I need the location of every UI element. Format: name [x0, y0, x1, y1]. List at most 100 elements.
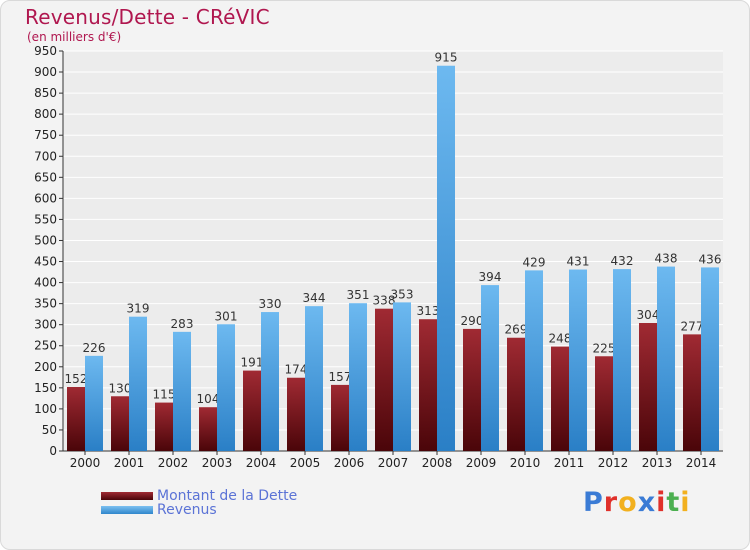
y-tick-label: 100	[34, 402, 57, 416]
x-tick-label: 2002	[158, 456, 189, 470]
data-label-debt: 130	[109, 381, 132, 395]
x-tick-label: 2008	[422, 456, 453, 470]
data-label-debt: 304	[637, 308, 660, 322]
y-tick-label: 350	[34, 297, 57, 311]
data-label-revenue: 283	[171, 317, 194, 331]
logo-letter: r	[603, 487, 619, 518]
logo-letter: x	[637, 487, 657, 518]
bar-revenue	[525, 270, 543, 451]
data-label-debt: 290	[461, 314, 484, 328]
bar-debt	[507, 337, 525, 451]
bar-debt	[551, 346, 569, 451]
data-label-revenue: 301	[215, 309, 238, 323]
bar-debt	[199, 407, 217, 451]
bar-revenue	[481, 285, 499, 451]
y-tick-label: 50	[42, 423, 57, 437]
x-tick-label: 2007	[378, 456, 409, 470]
y-tick-label: 0	[49, 444, 57, 458]
x-tick-label: 2001	[114, 456, 145, 470]
y-tick-label: 500	[34, 233, 57, 247]
bar-revenue	[349, 303, 367, 451]
x-tick-label: 2000	[70, 456, 101, 470]
data-label-revenue: 436	[699, 252, 722, 266]
proxiti-logo: Proxiti	[583, 487, 691, 518]
data-label-debt: 152	[65, 372, 88, 386]
bar-revenue	[261, 312, 279, 451]
legend-label-debt: Montant de la Dette	[157, 488, 298, 504]
data-label-revenue: 432	[611, 254, 634, 268]
y-tick-label: 150	[34, 381, 57, 395]
bar-revenue	[173, 331, 191, 451]
data-label-revenue: 429	[523, 255, 546, 269]
data-label-revenue: 226	[83, 341, 106, 355]
data-label-debt: 313	[417, 304, 440, 318]
y-tick-label: 300	[34, 318, 57, 332]
x-tick-label: 2003	[202, 456, 233, 470]
x-tick-label: 2009	[466, 456, 497, 470]
logo-letter: P	[583, 487, 604, 518]
chart-title: Revenus/Dette - CRéVIC	[25, 5, 270, 29]
bar-debt	[67, 387, 85, 451]
logo-letter: i	[656, 487, 667, 518]
y-tick-label: 900	[34, 65, 57, 79]
y-tick-label: 550	[34, 212, 57, 226]
bar-debt	[683, 334, 701, 451]
chart-subtitle: (en milliers d'€)	[27, 30, 122, 44]
data-label-revenue: 353	[391, 287, 414, 301]
data-label-debt: 157	[329, 370, 352, 384]
y-tick-label: 450	[34, 255, 57, 269]
data-label-debt: 277	[681, 319, 704, 333]
bar-revenue	[217, 324, 235, 451]
bar-debt	[111, 396, 129, 451]
bar-debt	[463, 328, 481, 451]
legend-swatch-debt	[101, 492, 153, 500]
bar-revenue	[569, 269, 587, 451]
data-label-debt: 104	[197, 392, 220, 406]
y-tick-label: 950	[34, 44, 57, 58]
data-label-debt: 174	[285, 363, 308, 377]
y-tick-label: 800	[34, 107, 57, 121]
x-tick-label: 2006	[334, 456, 365, 470]
logo-letter: o	[618, 487, 638, 518]
data-label-revenue: 915	[435, 51, 458, 65]
data-label-revenue: 330	[259, 297, 282, 311]
bar-debt	[287, 377, 305, 451]
data-label-debt: 269	[505, 323, 528, 337]
legend-item-debt: Montant de la Dette	[101, 488, 297, 504]
bar-revenue	[437, 65, 455, 451]
legend-swatch-revenue	[101, 506, 153, 514]
bar-revenue	[393, 302, 411, 451]
y-tick-label: 650	[34, 170, 57, 184]
data-label-revenue: 319	[127, 302, 150, 316]
bar-debt	[639, 323, 657, 451]
x-tick-label: 2012	[598, 456, 629, 470]
y-tick-label: 750	[34, 128, 57, 142]
data-label-revenue: 394	[479, 270, 502, 284]
y-tick-label: 400	[34, 276, 57, 290]
data-label-revenue: 351	[347, 288, 370, 302]
y-tick-label: 600	[34, 191, 57, 205]
data-label-debt: 225	[593, 341, 616, 355]
bar-revenue	[657, 266, 675, 451]
x-tick-label: 2011	[554, 456, 585, 470]
bar-revenue	[613, 269, 631, 451]
x-tick-label: 2013	[642, 456, 673, 470]
bar-revenue	[305, 306, 323, 451]
x-tick-label: 2005	[290, 456, 321, 470]
bar-debt	[595, 356, 613, 451]
data-label-debt: 338	[373, 294, 396, 308]
legend-item-revenue: Revenus	[101, 502, 217, 518]
y-tick-label: 850	[34, 86, 57, 100]
data-label-debt: 191	[241, 356, 264, 370]
logo-letter: i	[680, 487, 691, 518]
bar-debt	[155, 402, 173, 451]
x-tick-label: 2014	[686, 456, 717, 470]
bar-revenue	[129, 316, 147, 451]
bar-debt	[243, 370, 261, 451]
bar-debt	[419, 319, 437, 451]
bar-revenue	[85, 355, 103, 451]
data-label-revenue: 344	[303, 291, 326, 305]
data-label-debt: 115	[153, 388, 176, 402]
